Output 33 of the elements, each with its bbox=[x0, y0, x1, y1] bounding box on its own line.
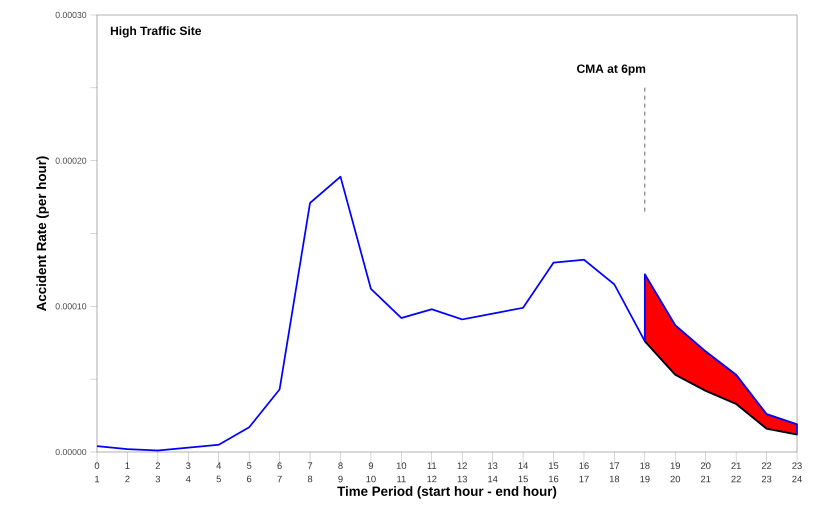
y-axis-title: Accident Rate (per hour) bbox=[36, 156, 49, 311]
text: High Traffic Site bbox=[110, 26, 202, 38]
x-tick-label: 16 17 bbox=[579, 462, 589, 482]
x-tick-label: 18 19 bbox=[640, 462, 650, 482]
x-tick-label: 3 4 bbox=[186, 462, 191, 482]
ref-line-label: CMA at 6pm bbox=[577, 64, 646, 76]
x-tick-label: 20 21 bbox=[700, 462, 711, 482]
x-tick-label: 23 24 bbox=[792, 462, 802, 482]
x-tick-label: 11 12 bbox=[427, 462, 437, 482]
y-tick-label: 0.00010 bbox=[56, 303, 86, 310]
x-tick-label: 7 8 bbox=[308, 462, 312, 482]
x-tick-label: 1 2 bbox=[125, 462, 130, 482]
x-tick-label: 6 7 bbox=[277, 462, 282, 482]
x-tick-label: 14 15 bbox=[518, 462, 528, 482]
x-tick-label: 13 14 bbox=[488, 462, 498, 482]
y-tick-label: 0.00020 bbox=[56, 158, 86, 164]
x-tick-label: 21 22 bbox=[731, 462, 741, 482]
x-tick-label: 19 20 bbox=[670, 462, 680, 482]
x-tick-label: 10 11 bbox=[396, 462, 406, 482]
x-tick-label: 8 9 bbox=[338, 462, 343, 482]
x-tick-label: 4 5 bbox=[216, 462, 222, 482]
x-axis-title: Time Period (start hour - end hour) bbox=[337, 486, 556, 499]
x-tick-label: 12 13 bbox=[458, 462, 467, 482]
y-tick-label: 0.00030 bbox=[56, 12, 86, 18]
x-tick-label: 22 23 bbox=[762, 462, 772, 482]
y-tick-label: 0.00000 bbox=[56, 448, 86, 456]
x-tick-label: 2 3 bbox=[156, 462, 160, 482]
x-tick-label: 17 18 bbox=[610, 462, 620, 482]
line-series bbox=[644, 340, 798, 436]
x-tick-label: 9 10 bbox=[366, 462, 376, 482]
x-tick-label: 5 6 bbox=[246, 462, 252, 482]
x-tick-label: 0 1 bbox=[94, 462, 100, 482]
x-tick-label: 15 16 bbox=[549, 462, 558, 482]
